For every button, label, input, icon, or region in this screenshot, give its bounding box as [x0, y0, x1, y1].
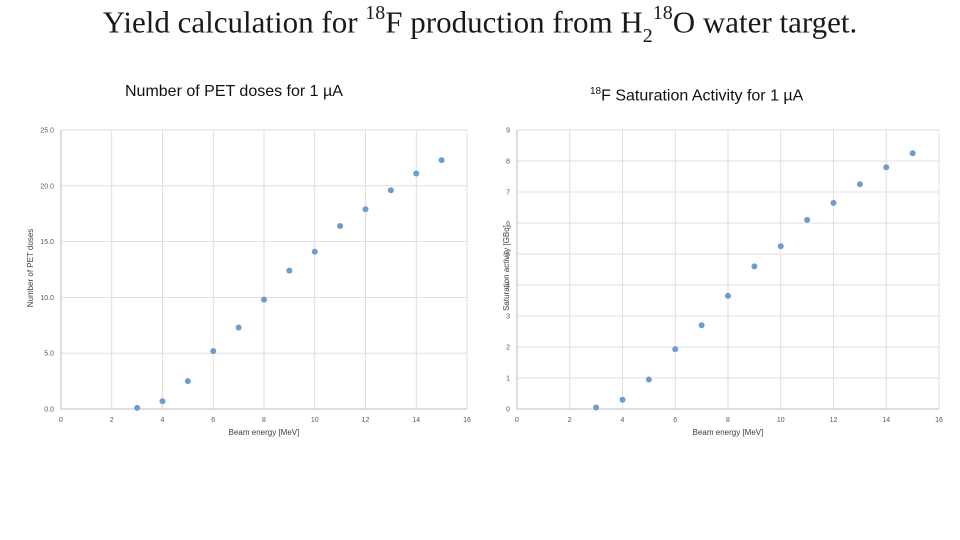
chart2-ytick-label: 3	[506, 314, 510, 321]
chart2-xtick-label: 6	[673, 417, 677, 424]
chart2-data-point	[804, 216, 811, 223]
title-prefix: Yield calculation for	[102, 4, 366, 40]
chart2-title-sup: 18	[590, 86, 602, 97]
chart2-data-point	[856, 181, 863, 188]
chart2-title: 18F Saturation Activity for 1 µA	[590, 86, 803, 105]
chart1-xtick-label: 0	[59, 417, 63, 424]
chart2-ytick-label: 1	[506, 376, 510, 383]
chart2-data-point	[672, 346, 679, 353]
chart1-data-point	[134, 404, 141, 411]
title-sub-2: 2	[642, 24, 653, 47]
chart1-ytick-label: 10.0	[40, 295, 54, 302]
chart2-ytick-label: 5	[506, 252, 510, 259]
chart1-data-point	[210, 347, 217, 354]
chart1-xlabel: Beam energy [MeV]	[229, 428, 300, 437]
chart2-data-point	[698, 322, 705, 329]
chart1-title: Number of PET doses for 1 µA	[125, 83, 343, 100]
chart1-ytick-label: 25.0	[40, 128, 54, 135]
chart1-xtick-label: 2	[110, 417, 114, 424]
chart2-data-point	[645, 376, 652, 383]
chart1-xtick-label: 6	[211, 417, 215, 424]
chart2-ytick-label: 9	[506, 128, 510, 135]
chart2-data-point	[830, 199, 837, 206]
chart1-plot: 0 2 4 6 8 10 12 14 16 0.0 5.0 10.0 15.0 20.0 25.0 Beam …	[26, 128, 471, 438]
chart2-data-point	[883, 164, 890, 171]
chart1-ytick-label: 5.0	[44, 351, 54, 358]
chart2-xtick-label: 4	[621, 417, 625, 424]
chart1-xtick-label: 10	[311, 417, 319, 424]
chart2-data-point	[777, 243, 784, 250]
chart2-ytick-label: 8	[506, 159, 510, 166]
chart2-ytick-label: 6	[506, 221, 510, 228]
title-sup-18: 18	[365, 2, 386, 24]
chart2-data-point	[619, 396, 626, 403]
chart1-xtick-label: 16	[463, 417, 471, 424]
title-suffix: O water target.	[672, 4, 858, 40]
chart2-data-point	[593, 404, 600, 411]
chart1-data-point	[235, 324, 242, 331]
chart1-data-point	[184, 378, 191, 385]
chart1-data-point	[337, 222, 344, 229]
chart1-data-point	[362, 206, 369, 213]
chart1-ytick-label: 0.0	[44, 407, 54, 414]
chart2-xtick-label: 14	[882, 417, 890, 424]
chart2-xtick-label: 2	[568, 417, 572, 424]
chart2-xlabel: Beam energy [MeV]	[693, 428, 764, 437]
chart2-xtick-label: 0	[515, 417, 519, 424]
chart1-data-point	[387, 187, 394, 194]
chart1-data-point	[311, 248, 318, 255]
chart2-xtick-label: 8	[726, 417, 730, 424]
chart2-title-text: F Saturation Activity for 1 µA	[601, 87, 804, 105]
chart1-xtick-label: 14	[412, 417, 420, 424]
chart2-data-point	[751, 263, 758, 270]
chart1-ytick-label: 20.0	[40, 183, 54, 190]
chart1-xtick-label: 4	[161, 417, 165, 424]
title-sup-18b: 18	[652, 2, 673, 24]
chart1-data-point	[261, 296, 267, 303]
slide-title: Yield calculation for 18F production fro…	[0, 2, 960, 47]
chart2-ytick-label: 4	[506, 283, 510, 290]
chart1-ylabel: Number of PET doses	[26, 229, 35, 308]
chart2-ytick-label: 0	[506, 407, 510, 414]
title-mid: F production from H	[385, 4, 643, 40]
chart2-xtick-label: 12	[830, 417, 838, 424]
chart2-xtick-label: 10	[777, 417, 785, 424]
chart1-data-point	[286, 267, 293, 274]
chart2-data-point	[909, 150, 916, 157]
chart1-data-point	[159, 398, 166, 405]
chart1-ytick-label: 15.0	[40, 239, 54, 246]
chart2-ylabel: Saturation activity [GBq]	[502, 225, 511, 311]
chart2-ytick-label: 7	[506, 190, 510, 197]
chart1-xtick-label: 12	[362, 417, 370, 424]
chart2-xtick-label: 16	[935, 417, 943, 424]
chart1-xtick-label: 8	[262, 417, 266, 424]
chart1-data-point	[413, 170, 420, 177]
chart2-data-point	[725, 292, 731, 299]
chart2-ytick-label: 2	[506, 345, 510, 352]
chart1-data-point	[438, 157, 445, 164]
